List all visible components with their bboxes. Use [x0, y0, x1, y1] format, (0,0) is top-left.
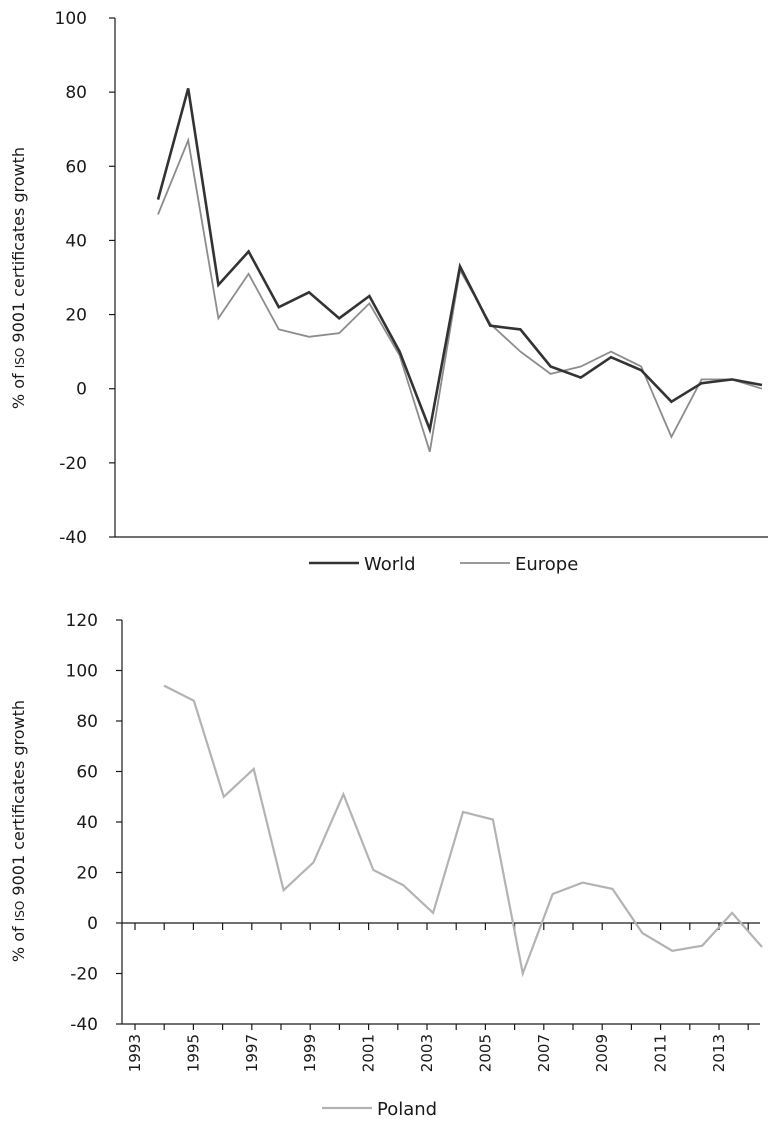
chart1-y-tick-label: 60 — [65, 157, 87, 177]
legend-label-poland: Poland — [377, 1099, 437, 1120]
chart2-series — [163, 684, 763, 978]
chart2-y-tick-label: 60 — [76, 763, 98, 783]
chart2-x-tick-label: 2003 — [418, 1034, 436, 1072]
chart2-x-tick-label: 2013 — [710, 1034, 728, 1072]
chart2-y-tick-label: 20 — [76, 864, 98, 884]
chart2-y-axis: 120 100 80 60 40 20 0 -20 -40 — [66, 611, 122, 1035]
chart1-y-tick-label: 80 — [65, 83, 87, 103]
chart2-y-axis-title-iso: ISO — [13, 901, 27, 922]
chart2-legend: Poland — [322, 1099, 437, 1120]
chart1-axes — [114, 18, 768, 538]
world-europe-chart: % of ISO 9001 certificates growth 100 80 6… — [9, 9, 768, 575]
chart1-series — [156, 88, 763, 452]
chart1-y-axis-title-iso: ISO — [13, 348, 27, 369]
series-line-poland — [163, 684, 763, 978]
chart1-y-tick-label: -40 — [59, 528, 87, 548]
chart2-x-axis: 1993 1995 1997 1999 2001 2003 2005 2007 2009 2011… — [126, 923, 749, 1072]
poland-chart: % of ISO 9001 certificates growth 120 100… — [9, 611, 763, 1120]
chart1-y-axis: 100 80 60 40 20 0 -20 -40 — [55, 9, 115, 548]
chart1-y-tick-label: 20 — [65, 306, 87, 326]
chart2-axes — [121, 620, 760, 1025]
chart2-y-tick-label: 120 — [66, 611, 98, 631]
chart2-y-tick-label: 0 — [87, 914, 98, 934]
chart2-x-tick-label: 2011 — [652, 1034, 670, 1072]
chart2-x-tick-label: 1997 — [243, 1034, 261, 1072]
legend-label-world: World — [364, 554, 416, 575]
legend-label-europe: Europe — [515, 554, 578, 575]
chart2-x-tick-label: 1995 — [184, 1034, 202, 1072]
chart2-x-tick-label: 2005 — [476, 1034, 494, 1072]
chart1-y-tick-label: -20 — [59, 454, 87, 474]
chart2-y-axis-title: % of ISO 9001 certificates growth — [9, 700, 28, 962]
chart2-x-tick-label: 2009 — [593, 1034, 611, 1072]
chart1-y-axis-title: % of ISO 9001 certificates growth — [9, 147, 28, 409]
chart2-x-tick-label: 1993 — [126, 1034, 144, 1072]
chart2-x-tick-label: 2007 — [535, 1034, 553, 1072]
chart1-legend: World Europe — [309, 554, 578, 575]
chart2-y-tick-label: 100 — [66, 662, 98, 682]
chart2-y-tick-label: -40 — [70, 1015, 98, 1035]
chart2-y-tick-label: -20 — [70, 965, 98, 985]
series-line-europe — [157, 137, 763, 452]
chart2-x-tick-label: 1999 — [301, 1034, 319, 1072]
series-line-world — [156, 88, 763, 435]
chart2-y-tick-label: 80 — [76, 712, 98, 732]
chart1-y-tick-label: 40 — [65, 231, 87, 251]
chart2-x-tick-label: 2001 — [360, 1034, 378, 1072]
chart1-y-tick-label: 100 — [55, 9, 87, 29]
chart2-y-tick-label: 40 — [76, 813, 98, 833]
chart1-y-tick-label: 0 — [76, 380, 87, 400]
